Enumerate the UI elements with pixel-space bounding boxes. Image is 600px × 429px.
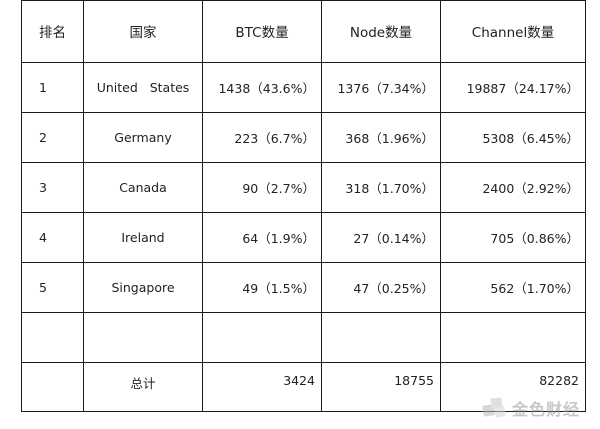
header-country: 国家 — [83, 0, 203, 63]
country-cell — [83, 312, 203, 363]
rank-cell: 1 — [21, 62, 84, 113]
header-node: Node数量 — [321, 0, 441, 63]
jinse-logo-icon — [482, 396, 508, 420]
btc-cell: 49（1.5%） — [202, 262, 322, 313]
table-row-empty — [21, 312, 586, 363]
total-node: 18755 — [321, 362, 441, 412]
data-table: 排名 国家 BTC数量 Node数量 Channel数量 1 United St… — [21, 0, 586, 412]
rank-cell: 2 — [21, 112, 84, 163]
table-header-row: 排名 国家 BTC数量 Node数量 Channel数量 — [21, 0, 586, 63]
header-rank: 排名 — [21, 0, 84, 63]
watermark: 金色财经 — [482, 396, 580, 420]
node-cell: 368（1.96%） — [321, 112, 441, 163]
header-btc: BTC数量 — [202, 0, 322, 63]
channel-cell: 705（0.86%） — [440, 212, 586, 263]
country-cell: United States — [83, 62, 203, 113]
btc-cell: 64（1.9%） — [202, 212, 322, 263]
channel-cell: 19887（24.17%） — [440, 62, 586, 113]
table-row: 1 United States 1438（43.6%） 1376（7.34%） … — [21, 62, 586, 113]
channel-cell: 5308（6.45%） — [440, 112, 586, 163]
total-channel: 82282 — [440, 362, 586, 412]
rank-cell: 4 — [21, 212, 84, 263]
table-row: 5 Singapore 49（1.5%） 47（0.25%） 562（1.70%… — [21, 262, 586, 313]
node-cell: 27（0.14%） — [321, 212, 441, 263]
channel-cell: 562（1.70%） — [440, 262, 586, 313]
btc-cell — [202, 312, 322, 363]
rank-cell: 5 — [21, 262, 84, 313]
node-cell — [321, 312, 441, 363]
country-cell: Singapore — [83, 262, 203, 313]
rank-cell: 3 — [21, 162, 84, 213]
watermark-text: 金色财经 — [511, 400, 580, 419]
btc-cell: 90（2.7%） — [202, 162, 322, 213]
node-cell: 47（0.25%） — [321, 262, 441, 313]
node-cell: 318（1.70%） — [321, 162, 441, 213]
channel-cell — [440, 312, 586, 363]
table-row: 4 Ireland 64（1.9%） 27（0.14%） 705（0.86%） — [21, 212, 586, 263]
table-row: 2 Germany 223（6.7%） 368（1.96%） 5308（6.45… — [21, 112, 586, 163]
total-label: 总计 — [83, 362, 203, 412]
country-cell: Ireland — [83, 212, 203, 263]
btc-cell: 1438（43.6%） — [202, 62, 322, 113]
rank-cell — [21, 312, 84, 363]
country-cell: Canada — [83, 162, 203, 213]
btc-cell: 223（6.7%） — [202, 112, 322, 163]
node-cell: 1376（7.34%） — [321, 62, 441, 113]
table-row: 3 Canada 90（2.7%） 318（1.70%） 2400（2.92%） — [21, 162, 586, 213]
total-btc: 3424 — [202, 362, 322, 412]
total-rank-cell — [21, 362, 84, 412]
country-cell: Germany — [83, 112, 203, 163]
channel-cell: 2400（2.92%） — [440, 162, 586, 213]
header-channel: Channel数量 — [440, 0, 586, 63]
table-total-row: 总计 3424 18755 82282 — [21, 362, 586, 412]
